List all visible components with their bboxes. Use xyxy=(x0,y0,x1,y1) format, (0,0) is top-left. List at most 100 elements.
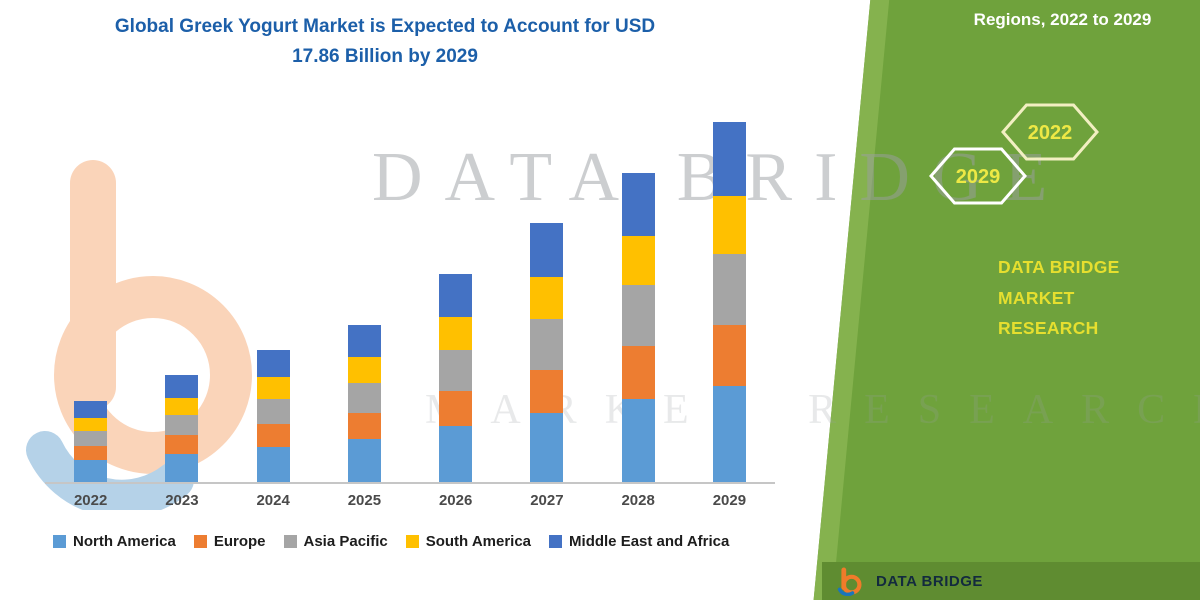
x-tick-label: 2026 xyxy=(438,492,473,509)
legend-swatch xyxy=(53,535,66,548)
x-tick-label: 2023 xyxy=(165,492,199,509)
bar-segment xyxy=(439,426,473,482)
page-title-line2: 17.86 Billion by 2029 xyxy=(292,46,478,68)
bar-segment xyxy=(621,346,655,399)
bar-column-2029 xyxy=(684,122,775,482)
bar-segment xyxy=(256,424,290,447)
bar-segment xyxy=(74,401,108,419)
bar-segment xyxy=(712,253,746,325)
brand-text-line1: DATA BRIDGE MARKET xyxy=(998,257,1120,308)
bar-segment xyxy=(256,446,290,482)
stacked-bar-2022 xyxy=(74,401,108,482)
bar-column-2027 xyxy=(501,223,592,482)
bar-segment xyxy=(347,324,381,358)
x-axis-labels: 2022 2023 2024 2025 2026 2027 2028 2029 xyxy=(45,492,775,509)
x-tick-label: 2024 xyxy=(256,492,290,509)
bar-column-2024 xyxy=(228,350,319,482)
legend-item: North America xyxy=(53,533,176,550)
stacked-bar-2025 xyxy=(347,324,381,482)
page-title: Global Greek Yogurt Market is Expected t… xyxy=(55,12,715,73)
brand-text-line2: RESEARCH xyxy=(998,318,1099,339)
stacked-bar-2027 xyxy=(530,223,564,482)
legend-label: Europe xyxy=(213,533,266,550)
hexagon-2022 xyxy=(1001,103,1099,161)
stacked-bar-2024 xyxy=(256,350,290,482)
brand-text: DATA BRIDGE MARKET RESEARCH xyxy=(998,252,1200,344)
legend-label: Asia Pacific xyxy=(303,533,388,550)
x-tick-label: 2022 xyxy=(73,492,108,509)
legend-item: Asia Pacific xyxy=(283,533,388,550)
bar-segment xyxy=(530,277,564,319)
bar-segment xyxy=(530,413,564,482)
bar-segment xyxy=(439,274,473,317)
bar-segment xyxy=(347,357,381,383)
bar-column-2022 xyxy=(45,401,136,482)
legend-swatch xyxy=(549,535,563,548)
legend-item: Middle East and Africa xyxy=(549,533,729,550)
stacked-bar-2023 xyxy=(165,375,199,482)
legend-swatch xyxy=(283,535,297,548)
bar-segment xyxy=(621,172,655,236)
hexagon-2022-label: 2022 xyxy=(1028,122,1073,144)
bar-segment xyxy=(74,431,108,446)
watermark-data-bridge: DATA BRIDGE xyxy=(372,139,1070,216)
bar-segment xyxy=(165,397,199,415)
b-logo-icon xyxy=(26,160,252,518)
plot-area xyxy=(45,118,775,484)
bar-segment xyxy=(256,377,290,399)
bar-segment xyxy=(165,453,199,482)
bar-segment xyxy=(347,382,381,414)
stacked-bar-2026 xyxy=(439,274,473,482)
year-hexagons: 2029 2022 xyxy=(920,92,1110,222)
legend-label: Middle East and Africa xyxy=(569,533,730,550)
panel-subtitle: Regions, 2022 to 2029 xyxy=(973,10,1152,29)
bar-segment xyxy=(74,418,108,432)
footer-b-logo-icon xyxy=(837,567,862,596)
footer-logo-strip: DATA BRIDGE xyxy=(822,562,1200,600)
bar-segment xyxy=(74,459,108,482)
legend-swatch xyxy=(405,535,419,548)
bar-segment xyxy=(621,398,655,482)
legend-item: South America xyxy=(405,533,532,550)
bar-segment xyxy=(347,439,381,482)
bar-column-2028 xyxy=(593,172,684,482)
bar-segment xyxy=(621,235,655,286)
bar-segment xyxy=(256,350,290,378)
bar-segment xyxy=(347,413,381,440)
stacked-bar-chart: 2022 2023 2024 2025 2026 2027 2028 2029 North A… xyxy=(45,118,775,550)
bar-segment xyxy=(165,435,199,454)
bar-segment xyxy=(712,122,746,197)
bar-segment xyxy=(165,414,199,436)
bar-segment xyxy=(621,285,655,347)
bar-segment xyxy=(530,223,564,278)
footer-logo-text: DATA BRIDGE xyxy=(876,572,983,590)
bar-segment xyxy=(439,390,473,427)
bar-segment xyxy=(439,350,473,391)
bar-segment xyxy=(165,375,199,398)
x-tick-label: 2029 xyxy=(712,492,747,509)
x-tick-label: 2028 xyxy=(621,492,655,509)
x-tick-label: 2027 xyxy=(530,492,564,509)
legend-label: South America xyxy=(425,533,532,550)
stacked-bar-2028 xyxy=(621,172,655,482)
legend-swatch xyxy=(193,535,207,548)
bar-segment xyxy=(439,316,473,351)
stacked-bar-2029 xyxy=(712,122,746,482)
hexagon-2029-label: 2029 xyxy=(956,166,1001,188)
legend: North America Europe Asia Pacific South Ame… xyxy=(45,533,775,550)
x-tick-label: 2025 xyxy=(347,492,382,509)
hexagon-2029 xyxy=(929,147,1027,205)
bar-segment xyxy=(712,196,746,254)
bar-segment xyxy=(530,318,564,370)
page-title-line1: Global Greek Yogurt Market is Expected t… xyxy=(114,16,656,37)
legend-item: Europe xyxy=(193,533,266,550)
bar-column-2026 xyxy=(410,274,501,482)
data-bridge-logo-watermark xyxy=(15,150,265,518)
bar-column-2025 xyxy=(319,324,410,482)
bar-column-2023 xyxy=(136,375,227,482)
bar-segment xyxy=(256,398,290,425)
bar-segment xyxy=(712,385,746,482)
legend-label: North America xyxy=(73,533,176,550)
bar-segment xyxy=(530,369,564,414)
